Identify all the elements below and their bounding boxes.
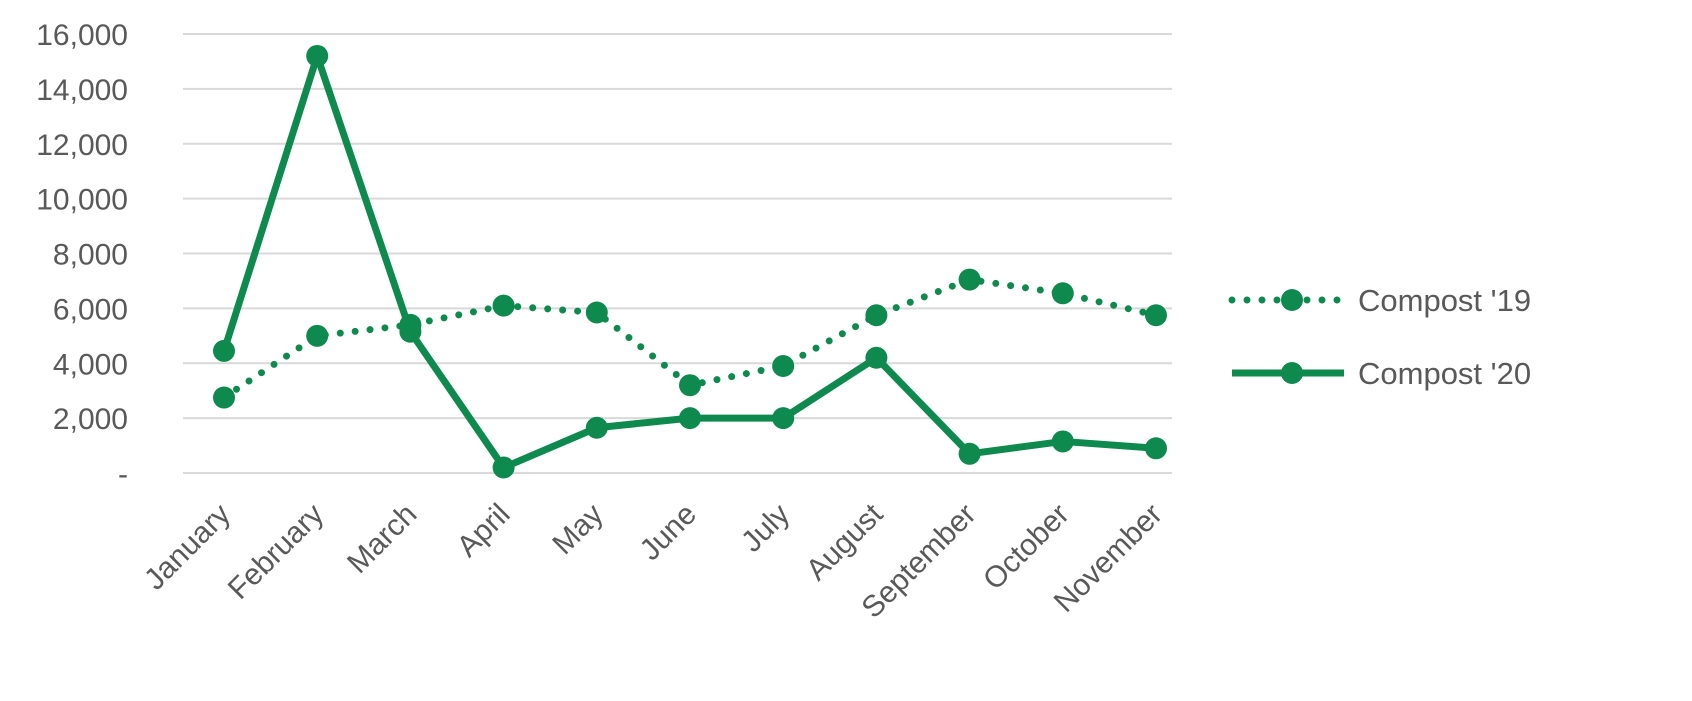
legend-item-0: Compost '19 [1228, 283, 1531, 318]
legend-label: Compost '20 [1358, 356, 1531, 391]
legend-item-1: Compost '20 [1232, 356, 1531, 391]
data-point [585, 416, 608, 439]
series-points [213, 44, 1167, 479]
legend-swatch-marker [1281, 289, 1303, 311]
legend-label: Compost '19 [1358, 283, 1531, 318]
data-point [865, 304, 888, 327]
data-point [1145, 437, 1167, 460]
y-axis-tick-labels: - 2,000 4,000 6,000 8,000 10,000 12,000 14,000 1… [36, 19, 128, 491]
data-point [958, 268, 981, 291]
x-tick-label: July [735, 498, 796, 559]
data-point [492, 294, 515, 317]
x-tick-label: March [341, 498, 423, 580]
y-tick-label: 12,000 [36, 129, 128, 162]
legend: Compost '19 Compost '20 [1228, 283, 1531, 391]
x-tick-label: June [634, 498, 703, 567]
x-tick-label: August [800, 497, 890, 587]
series-line-1 [220, 52, 1160, 472]
data-point [772, 407, 795, 430]
data-point [1051, 282, 1074, 305]
y-tick-label: 16,000 [36, 19, 128, 52]
data-point [399, 320, 422, 343]
y-tick-label: - [118, 458, 128, 491]
y-tick-label: 2,000 [53, 403, 128, 436]
data-point [213, 386, 235, 409]
data-point [492, 456, 515, 479]
data-point [306, 324, 329, 347]
data-point [585, 301, 608, 324]
data-point [958, 442, 981, 465]
data-point [1145, 304, 1167, 327]
legend-swatch-marker [1281, 362, 1303, 384]
y-tick-label: 6,000 [53, 293, 128, 326]
y-tick-label: 4,000 [53, 348, 128, 381]
data-point [679, 407, 701, 430]
x-tick-label: February [222, 498, 330, 606]
x-tick-label: April [451, 498, 517, 564]
y-tick-label: 8,000 [53, 239, 128, 272]
data-point [1051, 430, 1074, 453]
data-point [772, 354, 795, 377]
data-point [306, 44, 329, 67]
x-tick-label: May [546, 498, 609, 561]
data-point [865, 346, 888, 369]
data-point [213, 339, 235, 362]
series-lines [220, 52, 1160, 472]
y-tick-label: 14,000 [36, 74, 128, 107]
data-point [679, 374, 701, 397]
y-tick-label: 10,000 [36, 184, 128, 217]
